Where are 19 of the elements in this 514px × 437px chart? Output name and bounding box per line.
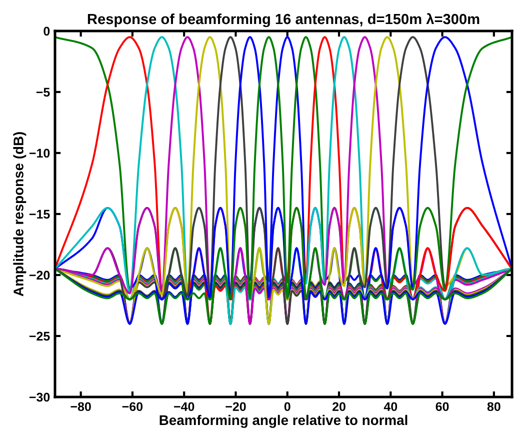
y-tick-label: −10	[29, 148, 50, 158]
y-tick-label: −15	[29, 210, 50, 219]
y-tick-label: −5	[36, 88, 50, 97]
y-tick-label: −20	[29, 270, 50, 280]
y-axis-title: Amplitude response (dB)	[13, 132, 26, 296]
x-tick-label: −60	[122, 402, 143, 412]
y-tick-label: −30	[29, 392, 50, 402]
x-tick-label: 80	[487, 402, 500, 412]
x-tick-label: 0	[284, 402, 290, 412]
y-tick-label: −25	[29, 332, 50, 341]
x-tick-label: 20	[332, 402, 346, 412]
y-tick-label: 0	[44, 26, 50, 36]
x-axis-title: Beamforming angle relative to normal	[160, 414, 408, 428]
x-tick-label: 40	[384, 402, 398, 412]
x-tick-label: −20	[226, 402, 246, 412]
chart-title: Response of beamforming 16 antennas, d=150m λ=300m	[88, 13, 480, 28]
x-tick-label: 60	[436, 402, 449, 412]
x-tick-label: −80	[70, 402, 91, 412]
x-tick-label: −40	[174, 402, 194, 412]
